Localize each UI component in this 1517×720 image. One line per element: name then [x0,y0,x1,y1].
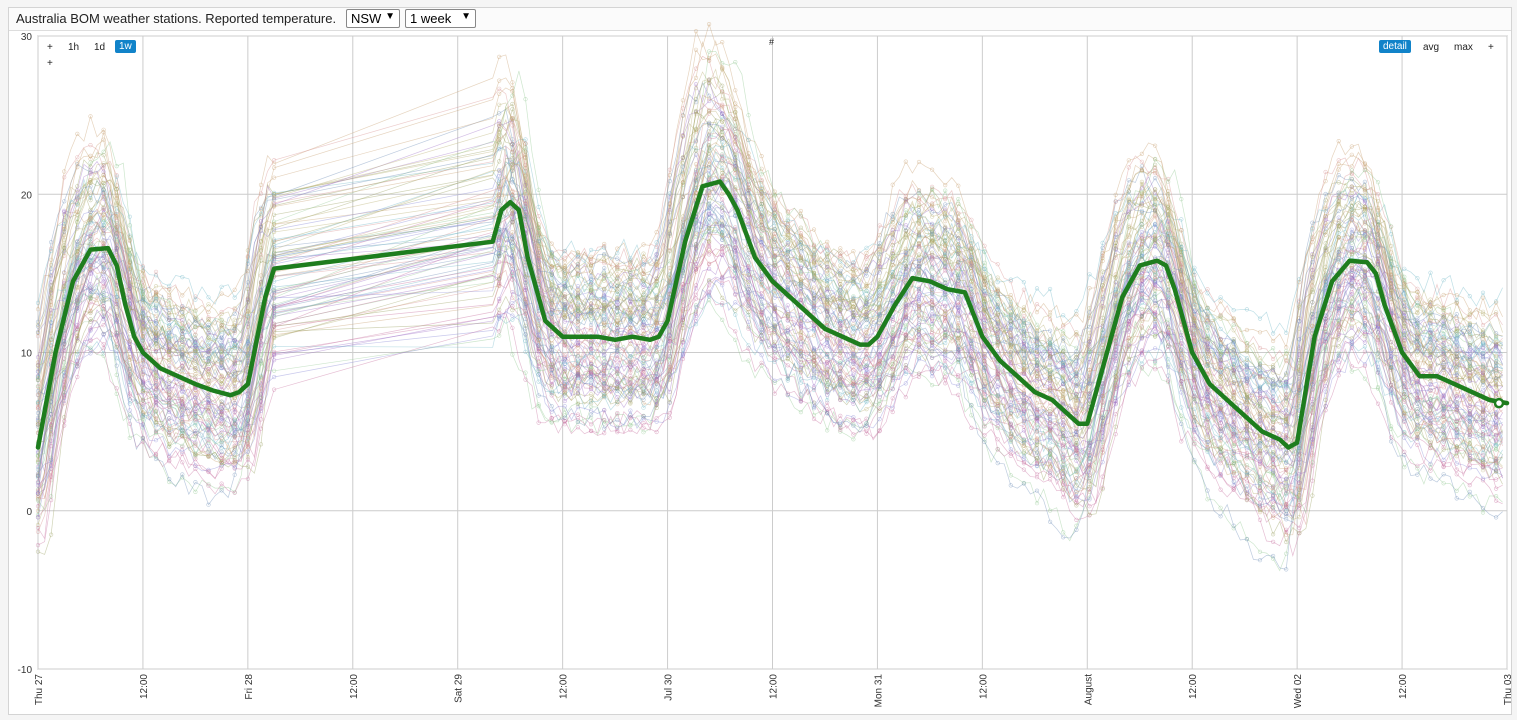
station-point [575,313,581,319]
station-point [1047,385,1053,390]
station-point [1467,396,1472,402]
station-series-line [37,176,1503,396]
toolbar: Australia BOM weather stations. Reported… [9,8,1511,31]
station-point [588,328,594,333]
station-point [245,336,250,341]
station-series-group [35,22,1503,572]
page-title: Australia BOM weather stations. Reported… [16,11,337,26]
station-point [654,312,659,317]
station-point [759,238,764,243]
station-point [602,340,607,346]
station-series-line [37,218,1503,480]
station-point [1480,402,1486,407]
station-point [1441,385,1446,390]
station-point [864,336,869,341]
station-point [995,343,1000,349]
chevron-down-icon: ▼ [461,11,471,22]
station-point [48,324,54,329]
station-point [615,331,620,337]
station-series [35,200,1503,428]
station-point [1047,362,1053,368]
chevron-down-icon: ▼ [385,11,395,22]
region-select-value: NSW [351,11,382,26]
period-select[interactable]: 1 week ▼ [405,9,476,28]
period-select-value: 1 week [410,11,452,26]
station-point [1415,364,1420,369]
station-point [1061,369,1066,374]
station-point [62,365,67,370]
station-point [956,283,961,289]
station-point [127,334,132,340]
station-point [1139,276,1144,281]
station-point [101,291,106,296]
station-point [602,297,607,303]
station-point [1152,269,1158,274]
station-point [798,299,804,304]
chart-frame: Australia BOM weather stations. Reported… [8,7,1512,715]
station-point [1087,357,1092,362]
station-point [114,289,119,294]
station-series-line [37,170,1503,416]
region-select[interactable]: NSW ▼ [346,9,400,28]
station-point [1021,389,1027,394]
station-point [1244,371,1249,376]
